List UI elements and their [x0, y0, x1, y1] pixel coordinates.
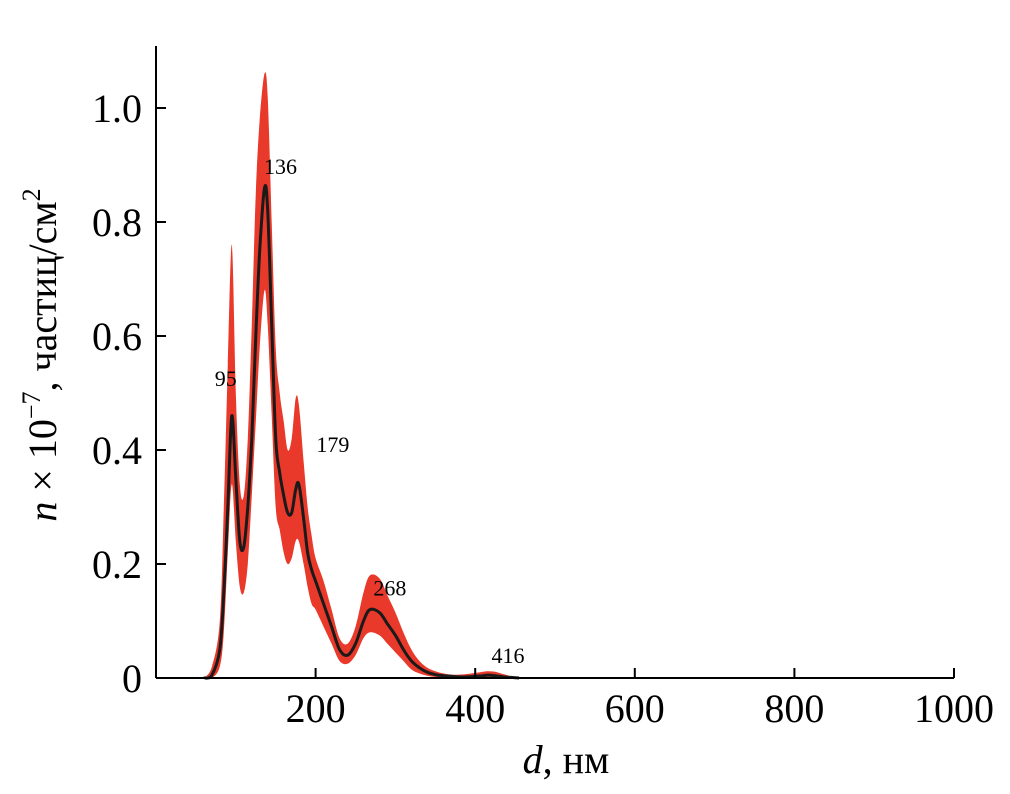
- peak-label: 136: [264, 154, 297, 179]
- x-tick-label: 800: [764, 686, 824, 731]
- y-axis-var: n: [20, 502, 65, 522]
- axes: 200 400 600 800 1000 0 0.2 0.4 0.6 0.8 1.0: [92, 46, 994, 731]
- mean-curve: [203, 183, 520, 680]
- y-tick-label: 1.0: [92, 86, 142, 131]
- peak-label: 179: [316, 432, 349, 457]
- x-axis-var: d: [523, 737, 544, 782]
- y-ticks: 0 0.2 0.4 0.6 0.8 1.0: [92, 86, 166, 701]
- y-tick-label: 0.4: [92, 428, 142, 473]
- y-axis-unit: , частиц/см: [20, 201, 65, 391]
- x-axis-unit: , нм: [543, 737, 610, 782]
- y-axis-multiplier: × 10: [20, 419, 65, 502]
- peak-labels: 95 136 179 268 416: [215, 154, 525, 668]
- x-tick-label: 200: [286, 686, 346, 731]
- peak-label: 416: [491, 643, 524, 668]
- y-axis-title: n × 10−7, частиц/см2: [17, 188, 65, 521]
- x-axis-title: d, нм: [523, 737, 610, 782]
- y-tick-label: 0.6: [92, 314, 142, 359]
- y-axis-exponent: −7: [17, 391, 46, 419]
- plot-area: [203, 72, 520, 680]
- confidence-band: [203, 72, 520, 679]
- x-ticks: 200 400 600 800 1000: [286, 668, 994, 731]
- y-tick-label: 0: [122, 656, 142, 701]
- x-tick-label: 600: [605, 686, 665, 731]
- y-axis-unit-exponent: 2: [17, 188, 46, 201]
- y-tick-label: 0.8: [92, 200, 142, 245]
- peak-label: 95: [215, 366, 237, 391]
- y-tick-label: 0.2: [92, 542, 142, 587]
- peak-label: 268: [373, 576, 406, 601]
- x-tick-label: 400: [445, 686, 505, 731]
- x-tick-label: 1000: [914, 686, 994, 731]
